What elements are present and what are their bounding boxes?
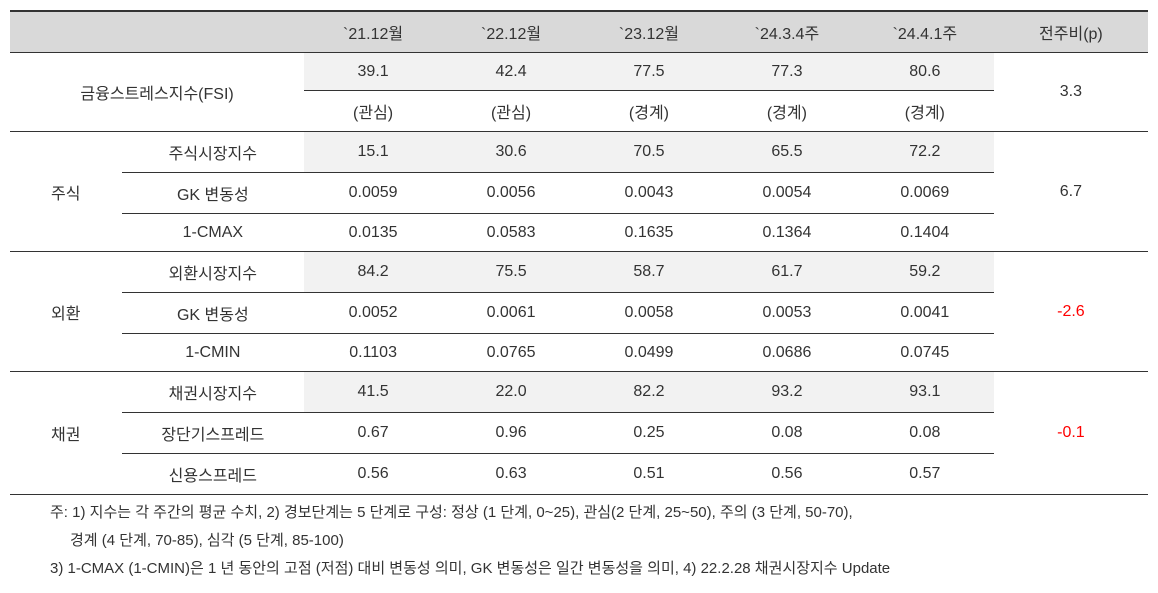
cell-value: 0.1404 <box>856 214 994 252</box>
cell-value: 0.0041 <box>856 293 994 334</box>
cell-value: 0.0043 <box>580 173 718 214</box>
cell-value: 70.5 <box>580 132 718 173</box>
cell-value: 84.2 <box>304 252 442 293</box>
fsi-value: 77.5 <box>580 53 718 91</box>
cell-value: 0.1635 <box>580 214 718 252</box>
cell-value: 41.5 <box>304 372 442 413</box>
fsi-value: 80.6 <box>856 53 994 91</box>
table-row: GK 변동성 0.0052 0.0061 0.0058 0.0053 0.004… <box>10 293 1148 334</box>
cell-value: 0.0765 <box>442 334 580 372</box>
fsi-table: `21.12월 `22.12월 `23.12월 `24.3.4주 `24.4.1… <box>10 10 1148 583</box>
cell-value: 0.0061 <box>442 293 580 334</box>
cell-value: 58.7 <box>580 252 718 293</box>
header-period-5: `24.4.1주 <box>856 11 994 53</box>
note-text-1: 주: 1) 지수는 각 주간의 평균 수치, 2) 경보단계는 5 단계로 구성… <box>10 495 1148 528</box>
table-row: 주식 주식시장지수 15.1 30.6 70.5 65.5 72.2 6.7 <box>10 132 1148 173</box>
cell-value: 0.08 <box>856 413 994 454</box>
fsi-value: 39.1 <box>304 53 442 91</box>
note-text-2: 경계 (4 단계, 70-85), 심각 (5 단계, 85-100) <box>10 527 1148 555</box>
bond-delta: -0.1 <box>994 372 1148 495</box>
cell-value: 59.2 <box>856 252 994 293</box>
fsi-delta: 3.3 <box>994 53 1148 132</box>
row-label: 1-CMIN <box>122 334 305 372</box>
header-delta: 전주비(p) <box>994 11 1148 53</box>
row-label: 채권시장지수 <box>122 372 305 413</box>
note-text-3: 3) 1-CMAX (1-CMIN)은 1 년 동안의 고점 (저점) 대비 변… <box>10 555 1148 583</box>
fsi-label: 금융스트레스지수(FSI) <box>10 53 304 132</box>
cell-value: 0.0686 <box>718 334 856 372</box>
note-row: 경계 (4 단계, 70-85), 심각 (5 단계, 85-100) <box>10 527 1148 555</box>
table-row: 신용스프레드 0.56 0.63 0.51 0.56 0.57 <box>10 454 1148 495</box>
cell-value: 0.0499 <box>580 334 718 372</box>
cell-value: 93.2 <box>718 372 856 413</box>
fsi-stage: (관심) <box>304 91 442 132</box>
table-row: 외환 외환시장지수 84.2 75.5 58.7 61.7 59.2 -2.6 <box>10 252 1148 293</box>
cell-value: 30.6 <box>442 132 580 173</box>
cell-value: 0.0058 <box>580 293 718 334</box>
table-header-row: `21.12월 `22.12월 `23.12월 `24.3.4주 `24.4.1… <box>10 11 1148 53</box>
row-label: 주식시장지수 <box>122 132 305 173</box>
cell-value: 0.0054 <box>718 173 856 214</box>
cell-value: 0.08 <box>718 413 856 454</box>
header-period-1: `21.12월 <box>304 11 442 53</box>
table-row: 1-CMIN 0.1103 0.0765 0.0499 0.0686 0.074… <box>10 334 1148 372</box>
cell-value: 0.56 <box>304 454 442 495</box>
row-label: 외환시장지수 <box>122 252 305 293</box>
note-row: 주: 1) 지수는 각 주간의 평균 수치, 2) 경보단계는 5 단계로 구성… <box>10 495 1148 528</box>
row-label: GK 변동성 <box>122 293 305 334</box>
group-bond: 채권 <box>10 372 122 495</box>
cell-value: 0.56 <box>718 454 856 495</box>
fsi-stage: (경계) <box>856 91 994 132</box>
cell-value: 0.0059 <box>304 173 442 214</box>
cell-value: 0.63 <box>442 454 580 495</box>
cell-value: 0.1103 <box>304 334 442 372</box>
cell-value: 0.67 <box>304 413 442 454</box>
fsi-stage: (경계) <box>718 91 856 132</box>
cell-value: 75.5 <box>442 252 580 293</box>
cell-value: 0.0135 <box>304 214 442 252</box>
table-row: GK 변동성 0.0059 0.0056 0.0043 0.0054 0.006… <box>10 173 1148 214</box>
fsi-stage: (경계) <box>580 91 718 132</box>
cell-value: 0.0069 <box>856 173 994 214</box>
table-row: 1-CMAX 0.0135 0.0583 0.1635 0.1364 0.140… <box>10 214 1148 252</box>
note-row: 3) 1-CMAX (1-CMIN)은 1 년 동안의 고점 (저점) 대비 변… <box>10 555 1148 583</box>
group-stock: 주식 <box>10 132 122 252</box>
cell-value: 93.1 <box>856 372 994 413</box>
header-period-3: `23.12월 <box>580 11 718 53</box>
cell-value: 0.0745 <box>856 334 994 372</box>
fsi-stage: (관심) <box>442 91 580 132</box>
row-label: 1-CMAX <box>122 214 305 252</box>
cell-value: 61.7 <box>718 252 856 293</box>
stock-delta: 6.7 <box>994 132 1148 252</box>
cell-value: 22.0 <box>442 372 580 413</box>
row-label: GK 변동성 <box>122 173 305 214</box>
fsi-value: 77.3 <box>718 53 856 91</box>
row-label: 신용스프레드 <box>122 454 305 495</box>
cell-value: 65.5 <box>718 132 856 173</box>
header-period-2: `22.12월 <box>442 11 580 53</box>
table-row: 채권 채권시장지수 41.5 22.0 82.2 93.2 93.1 -0.1 <box>10 372 1148 413</box>
cell-value: 0.51 <box>580 454 718 495</box>
fx-delta: -2.6 <box>994 252 1148 372</box>
cell-value: 72.2 <box>856 132 994 173</box>
header-blank1 <box>10 11 122 53</box>
cell-value: 0.57 <box>856 454 994 495</box>
cell-value: 0.1364 <box>718 214 856 252</box>
header-blank2 <box>122 11 305 53</box>
table-row: 금융스트레스지수(FSI) 39.1 42.4 77.5 77.3 80.6 3… <box>10 53 1148 91</box>
group-fx: 외환 <box>10 252 122 372</box>
cell-value: 0.0052 <box>304 293 442 334</box>
cell-value: 15.1 <box>304 132 442 173</box>
table-row: 장단기스프레드 0.67 0.96 0.25 0.08 0.08 <box>10 413 1148 454</box>
cell-value: 0.25 <box>580 413 718 454</box>
cell-value: 0.0053 <box>718 293 856 334</box>
header-period-4: `24.3.4주 <box>718 11 856 53</box>
cell-value: 0.0056 <box>442 173 580 214</box>
row-label: 장단기스프레드 <box>122 413 305 454</box>
cell-value: 82.2 <box>580 372 718 413</box>
cell-value: 0.96 <box>442 413 580 454</box>
fsi-value: 42.4 <box>442 53 580 91</box>
cell-value: 0.0583 <box>442 214 580 252</box>
